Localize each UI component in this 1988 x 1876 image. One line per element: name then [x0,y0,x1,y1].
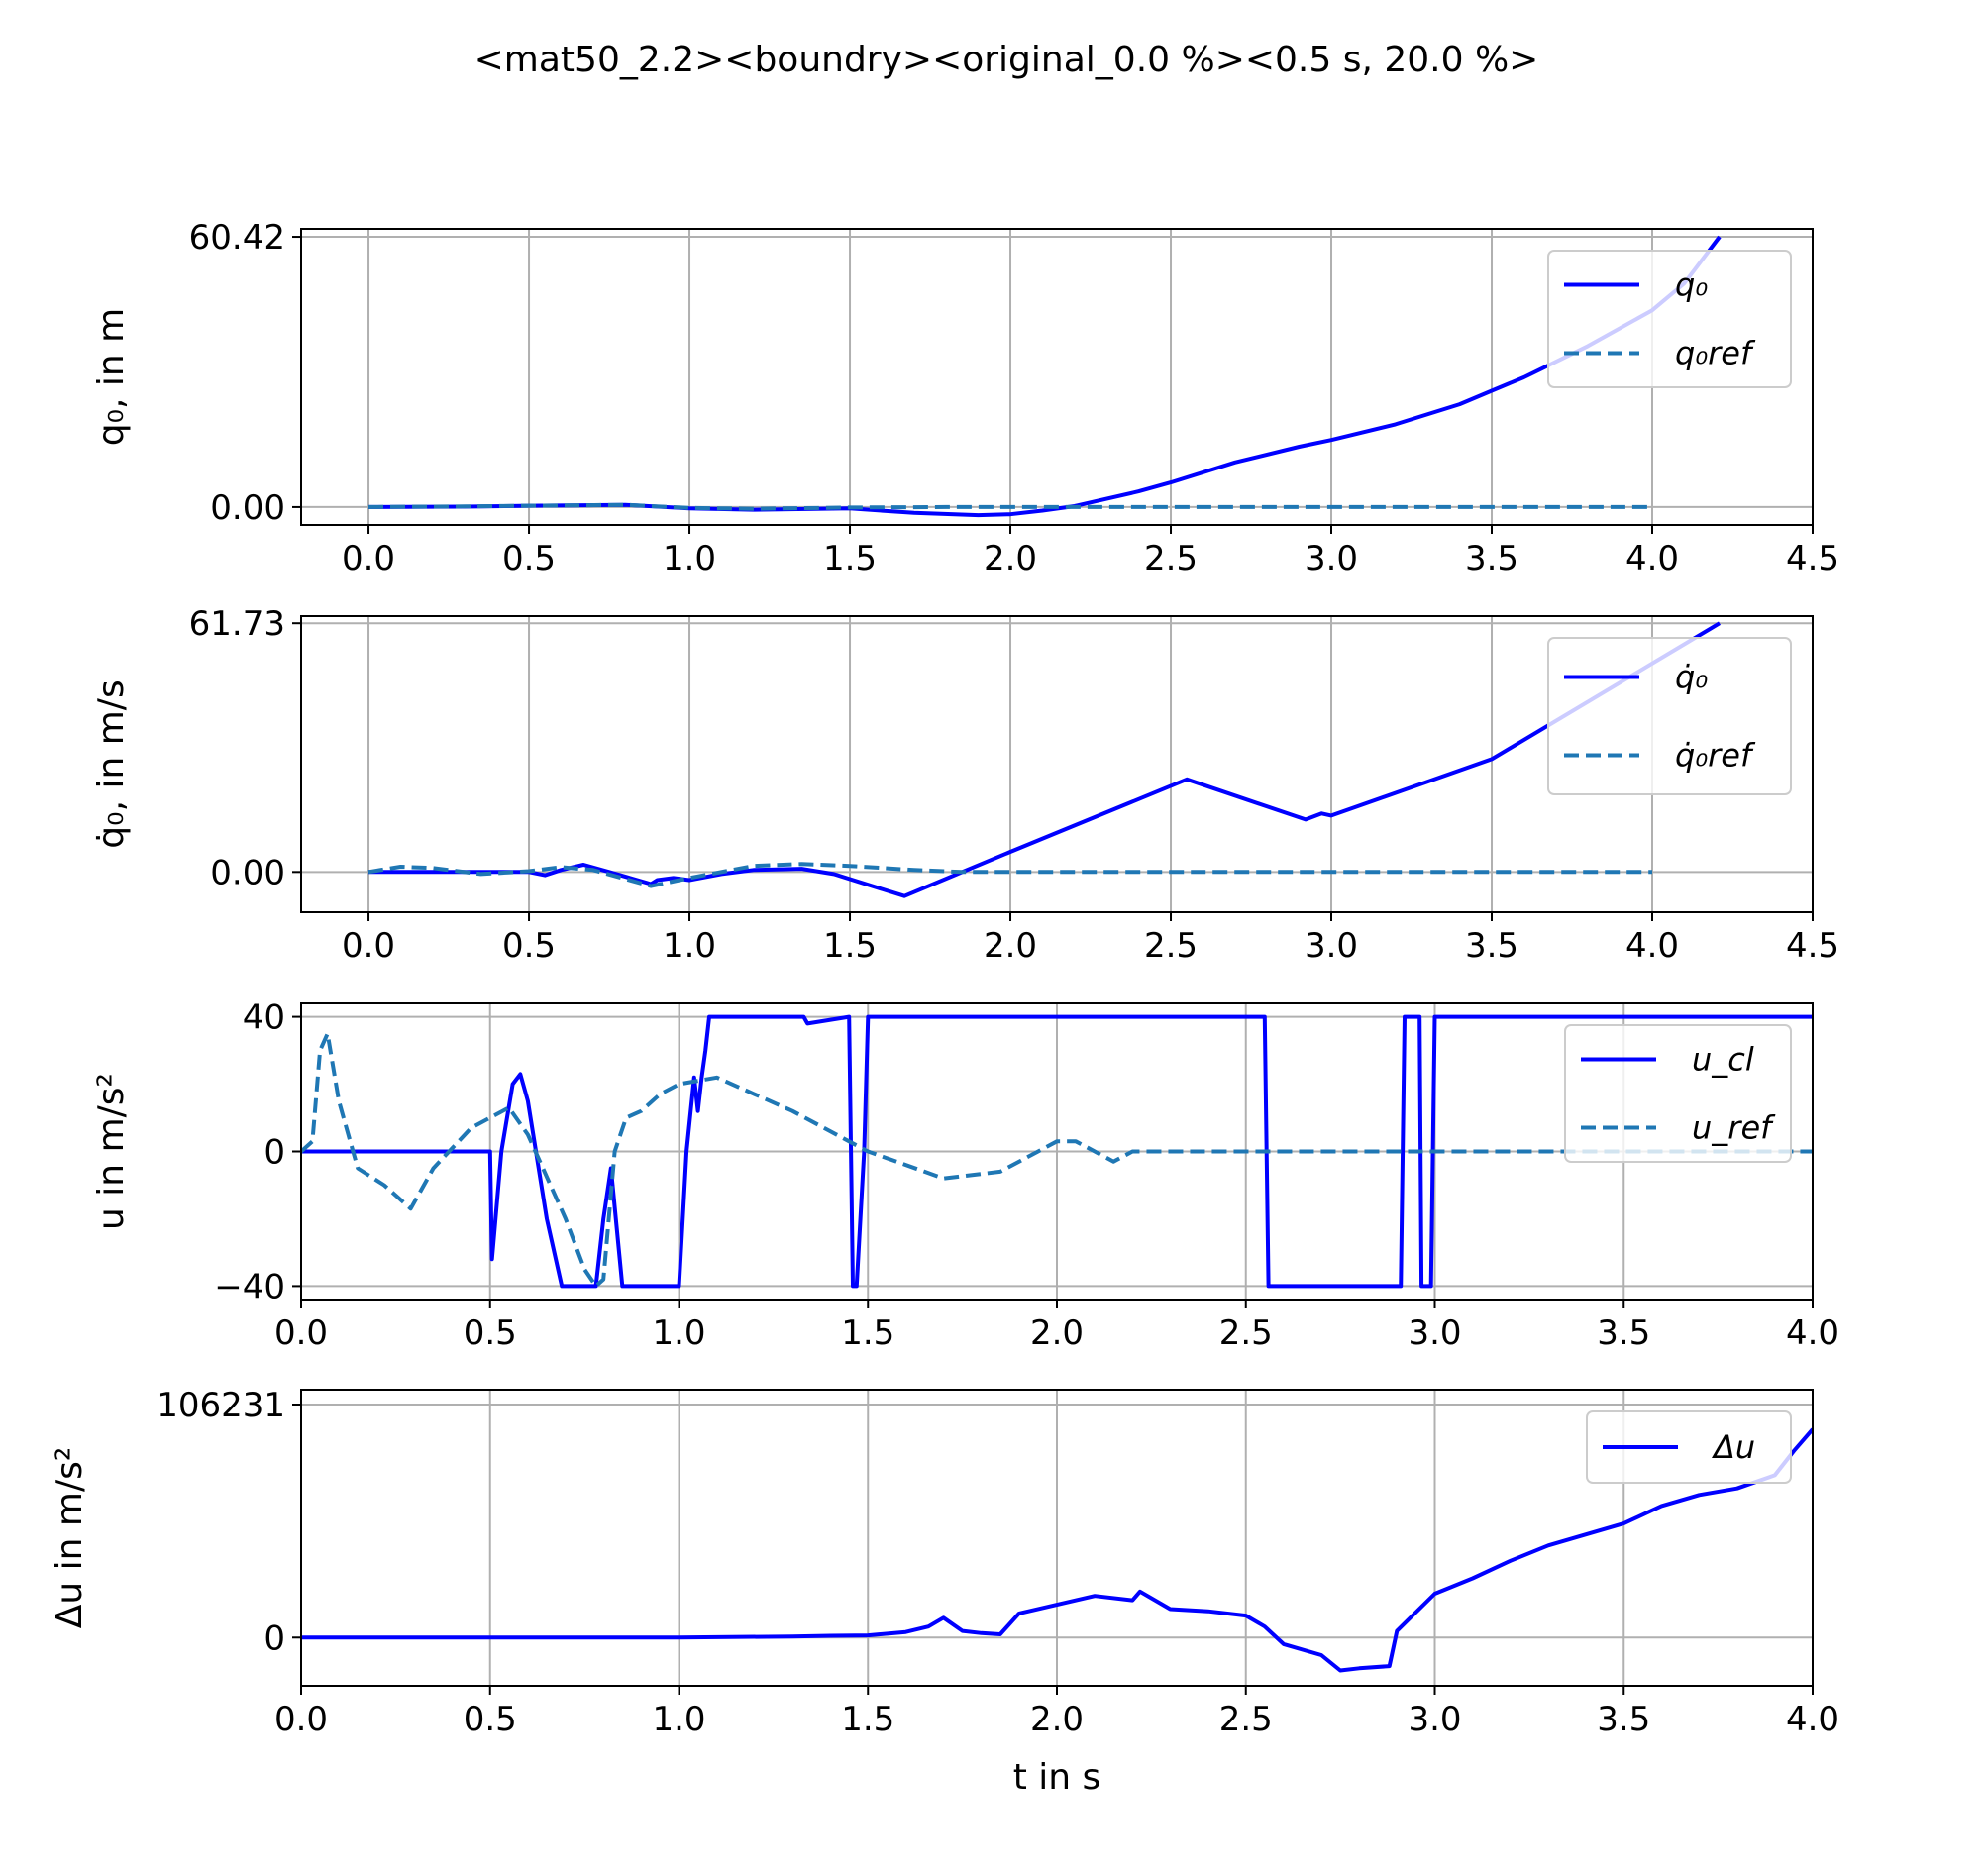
x-tick-label: 2.0 [1030,1313,1084,1353]
x-tick-label: 2.0 [984,539,1037,578]
x-tick-label: 1.5 [823,926,877,966]
x-tick-label: 4.5 [1786,926,1839,966]
x-tick-label: 3.5 [1465,539,1518,578]
x-tick-label: 1.0 [652,1313,705,1353]
y-axis-label: q̇₀, in m/s [91,679,132,848]
series-line-1 [301,1427,1813,1673]
y-axis-label: Δu in m/s² [50,1447,90,1629]
y-axis-label: u in m/s² [91,1073,132,1230]
legend-label-2: q₀ref [1675,335,1756,372]
series-line-2 [367,862,1652,888]
legend-label-1: q₀ [1675,266,1708,304]
y-tick-label: 0.00 [210,853,285,892]
series-line-2 [367,502,1652,511]
legend-box [1547,250,1792,388]
x-tick-label: 1.5 [841,1313,894,1353]
x-tick-label: 0.0 [342,926,395,966]
x-tick-label: 1.0 [663,926,716,966]
legend-label-1: q̇₀ [1675,659,1708,696]
y-tick-label: 40 [243,998,285,1038]
x-tick-label: 4.0 [1625,539,1679,578]
figure-title: <mat50_2.2><boundry><original_0.0 %><0.5… [474,40,1539,80]
x-tick-label: 0.5 [464,1700,517,1739]
x-tick-label: 0.0 [342,539,395,578]
y-tick-label: 0 [263,1618,285,1658]
x-tick-label: 2.5 [1144,539,1198,578]
x-tick-label: 0.0 [274,1700,328,1739]
legend: q̇₀ q̇₀ref [1547,637,1792,795]
y-tick-label: 60.42 [189,218,285,258]
x-tick-label: 1.0 [652,1700,705,1739]
x-tick-label: 2.5 [1219,1313,1273,1353]
x-tick-label: 3.5 [1597,1313,1650,1353]
x-tick-label: 1.5 [841,1700,894,1739]
x-tick-label: 3.0 [1305,926,1358,966]
subplot-1: 0.0 0.5 1.0 1.5 2.0 2.5 3.0 3.5 4.0 4.5 0.00 60.42 q… [91,218,1839,578]
series-line-2 [301,1031,1813,1289]
x-tick-label: 4.5 [1786,539,1839,578]
y-axis-label: q₀, in m [91,308,132,447]
series-line-1 [301,1014,1813,1289]
x-tick-label: 4.0 [1786,1313,1839,1353]
x-tick-label: 0.5 [502,926,556,966]
subplot-3: 0.0 0.5 1.0 1.5 2.0 2.5 3.0 3.5 4.0 −40 0 40 u in m/… [91,998,1839,1353]
axes-frame [300,228,1814,526]
x-tick-label: 2.5 [1219,1700,1273,1739]
x-tick-label: 3.0 [1408,1700,1461,1739]
legend: u_cl u_ref [1564,1024,1792,1163]
y-tick-label: −40 [214,1267,285,1306]
x-tick-label: 2.0 [984,926,1037,966]
x-tick-label: 1.5 [823,539,877,578]
x-tick-label: 0.5 [502,539,556,578]
x-tick-label: 3.0 [1408,1313,1461,1353]
legend: q₀ q₀ref [1547,250,1792,388]
legend-box [1586,1410,1792,1484]
legend: Δu [1586,1410,1792,1484]
x-tick-label: 2.0 [1030,1700,1084,1739]
x-axis-label: t in s [1013,1757,1101,1798]
x-tick-label: 3.5 [1597,1700,1650,1739]
x-tick-label: 1.0 [663,539,716,578]
y-tick-label: 61.73 [189,604,285,644]
legend-box [1547,637,1792,795]
x-tick-label: 3.0 [1305,539,1358,578]
y-tick-label: 0.00 [210,488,285,528]
x-tick-label: 2.5 [1144,926,1198,966]
axes-frame [300,615,1814,913]
legend-label-2: q̇₀ref [1675,737,1756,775]
legend-label-1: u_cl [1692,1041,1754,1079]
legend-label-2: u_ref [1692,1109,1776,1147]
legend-label-1: Δu [1711,1428,1755,1466]
subplot-2: 0.0 0.5 1.0 1.5 2.0 2.5 3.0 3.5 4.0 4.5 0.00 61.73 q… [91,604,1839,966]
y-tick-label: 0 [263,1133,285,1173]
subplot-4: 0.0 0.5 1.0 1.5 2.0 2.5 3.0 3.5 4.0 0 106231 Δu in … [50,1386,1839,1798]
x-tick-label: 4.0 [1625,926,1679,966]
series-line-1 [367,235,1722,518]
x-tick-label: 3.5 [1465,926,1518,966]
x-tick-label: 0.0 [274,1313,328,1353]
y-tick-label: 106231 [157,1386,285,1425]
x-tick-label: 0.5 [464,1313,517,1353]
x-tick-label: 4.0 [1786,1700,1839,1739]
